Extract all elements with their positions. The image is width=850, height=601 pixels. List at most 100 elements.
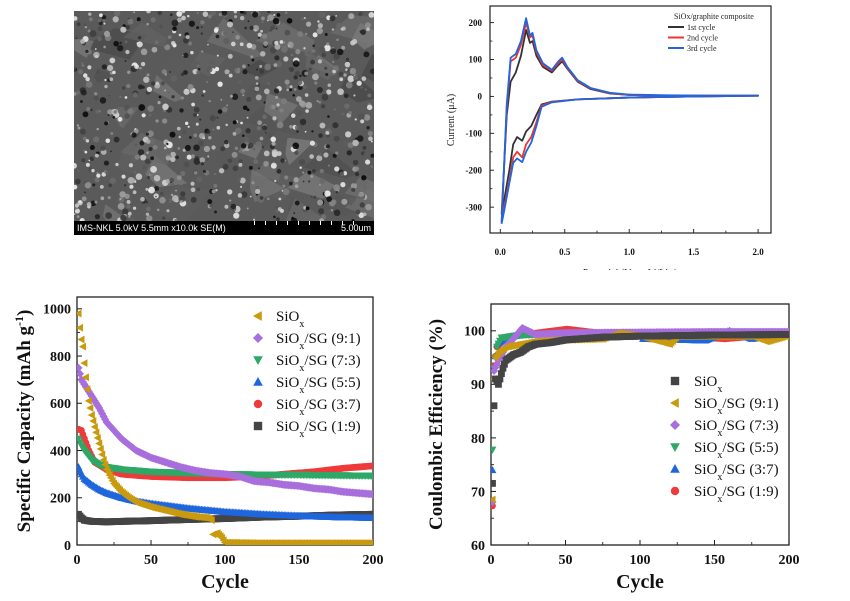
sem-particle: [352, 179, 357, 184]
sem-particle: [232, 31, 234, 34]
sem-particle: [92, 183, 96, 187]
sem-particle: [345, 81, 353, 89]
sem-particle: [337, 88, 344, 96]
sem-particle: [327, 115, 330, 118]
sem-particle: [318, 133, 323, 138]
sem-particle: [85, 49, 89, 53]
x-tick-label: 2.0: [752, 247, 764, 257]
data-point: [99, 456, 107, 464]
sem-particle: [133, 128, 139, 134]
data-point: [77, 335, 85, 344]
y-tick-label: -100: [466, 128, 483, 138]
sem-particle: [321, 93, 329, 101]
sem-particle: [190, 50, 194, 55]
sem-particle: [141, 113, 146, 118]
sem-particle: [268, 141, 272, 145]
sem-particle: [354, 172, 360, 177]
sem-particle: [261, 16, 265, 21]
sem-particle: [234, 15, 238, 19]
sem-particle: [137, 36, 142, 40]
sem-particle: [364, 88, 367, 91]
sem-particle: [259, 64, 263, 68]
sem-particle: [77, 126, 81, 130]
sem-particle: [157, 11, 163, 16]
sem-info-bar: IMS-NKL 5.0kV 5.5mm x10.0k SE(M) 5.00um: [74, 221, 374, 235]
sem-particle: [74, 162, 77, 169]
sem-particle: [363, 114, 371, 121]
sem-particle: [213, 173, 216, 175]
sem-particle: [319, 177, 326, 184]
sem-particle: [146, 151, 149, 155]
sem-particle: [355, 209, 361, 215]
sem-particle: [132, 206, 137, 210]
sem-particle: [190, 187, 196, 193]
sem-particle: [93, 136, 100, 143]
sem-particle: [346, 150, 352, 156]
sem-particle: [275, 61, 282, 68]
legend-label: SiOx/SG (7:3): [276, 353, 361, 374]
data-point: [491, 446, 497, 454]
sem-particle: [259, 68, 264, 74]
sem-particle: [224, 204, 229, 209]
sem-particle: [157, 101, 161, 105]
sem-particle: [81, 196, 87, 202]
sem-particle: [362, 145, 367, 150]
sem-particle: [289, 67, 294, 72]
sem-particle: [193, 133, 198, 138]
sem-particle: [236, 70, 240, 74]
sem-particle: [167, 35, 172, 39]
sem-particle: [155, 81, 160, 86]
sem-particle: [150, 156, 154, 161]
sem-particle: [292, 142, 300, 150]
sem-particle: [361, 76, 367, 81]
legend-marker: [669, 398, 679, 408]
sem-particle: [103, 45, 106, 49]
sem-particle: [105, 138, 111, 143]
sem-particle: [291, 216, 294, 220]
sem-particle: [178, 179, 184, 186]
sem-particle: [181, 15, 186, 21]
sem-particle: [339, 171, 345, 177]
legend-label: 1st cycle: [687, 23, 716, 32]
sem-particle: [107, 114, 110, 116]
sem-particle: [131, 11, 135, 14]
sem-particle: [230, 203, 237, 210]
sem-particle: [343, 73, 347, 77]
sem-particle: [275, 108, 278, 110]
sem-particle: [359, 196, 365, 201]
sem-particle: [207, 155, 210, 158]
y-tick-label: 0: [64, 539, 71, 554]
sem-particle: [129, 218, 135, 221]
sem-particle: [122, 208, 129, 215]
sem-particle: [150, 81, 156, 86]
sem-particle: [190, 196, 197, 203]
sem-particle: [325, 130, 330, 135]
sem-particle: [109, 77, 114, 82]
sem-particle: [170, 75, 177, 82]
data-point: [78, 342, 86, 351]
sem-particle: [253, 148, 255, 151]
y-axis-label: Coulombic Efficiency (%): [426, 319, 447, 530]
sem-particle: [120, 26, 127, 33]
data-point: [77, 309, 82, 318]
sem-particle: [119, 95, 122, 98]
sem-particle: [330, 209, 334, 212]
sem-particle: [300, 17, 304, 21]
sem-particle: [286, 88, 290, 92]
data-point: [368, 490, 373, 499]
sem-particle: [275, 27, 278, 30]
sem-particle: [336, 22, 343, 29]
sem-particle: [215, 189, 218, 192]
sem-particle: [305, 30, 308, 33]
sem-particle: [267, 14, 274, 21]
sem-particle: [305, 101, 313, 109]
sem-particle: [105, 212, 112, 219]
sem-particle: [270, 25, 275, 31]
sem-particle: [266, 132, 273, 139]
legend-label: SiOx/SG (9:1): [276, 331, 361, 352]
sem-particle: [137, 149, 145, 156]
sem-particle: [193, 113, 197, 117]
data-point: [491, 402, 498, 410]
sem-particle: [177, 147, 181, 150]
sem-particle: [88, 12, 92, 16]
